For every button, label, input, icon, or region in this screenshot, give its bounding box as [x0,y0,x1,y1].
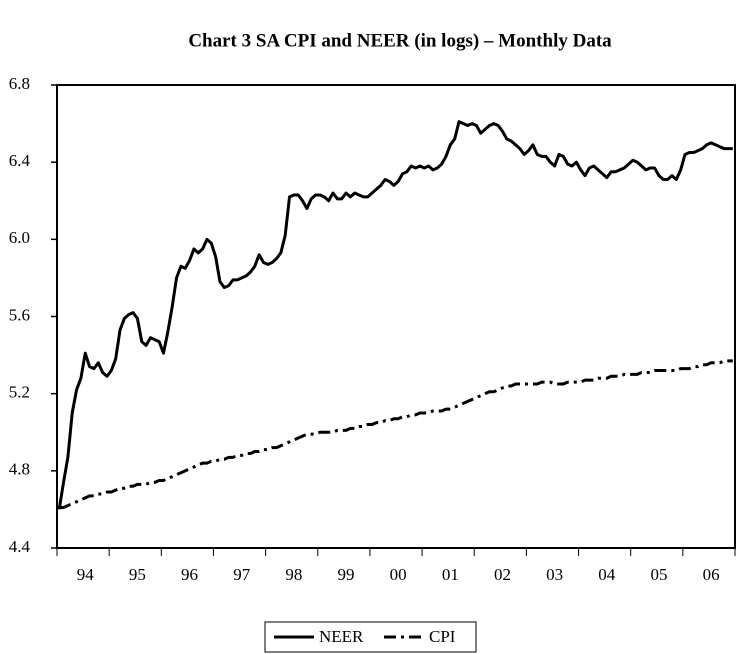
y-tick-label: 4.4 [9,537,31,556]
x-tick-label: 01 [442,565,459,584]
y-tick-label: 6.4 [9,151,31,170]
x-tick-label: 94 [77,565,95,584]
x-tick-label: 02 [494,565,511,584]
x-tick-label: 95 [129,565,146,584]
plot-frame [56,84,736,549]
y-tick-label: 4.8 [9,460,30,479]
x-tick-label: 99 [338,565,355,584]
x-tick-label: 04 [598,565,616,584]
legend-label: NEER [319,627,364,646]
legend: NEER CPI [264,621,477,653]
y-tick-label: 6.8 [9,74,30,93]
line-series [59,359,733,509]
x-tick-label: 06 [703,565,720,584]
x-tick-label: 97 [233,565,251,584]
x-tick-label: 98 [285,565,302,584]
line-series [57,120,733,510]
y-tick-label: 6.0 [9,228,30,247]
chart-title: Chart 3 SA CPI and NEER (in logs) – Mont… [188,30,612,51]
legend-label: CPI [429,627,456,646]
y-tick-label: 5.2 [9,383,30,402]
x-tick-label: 05 [650,565,667,584]
y-tick-label: 5.6 [9,305,30,324]
x-tick-label: 03 [546,565,563,584]
x-tick-label: 00 [390,565,407,584]
x-tick-label: 96 [181,565,198,584]
